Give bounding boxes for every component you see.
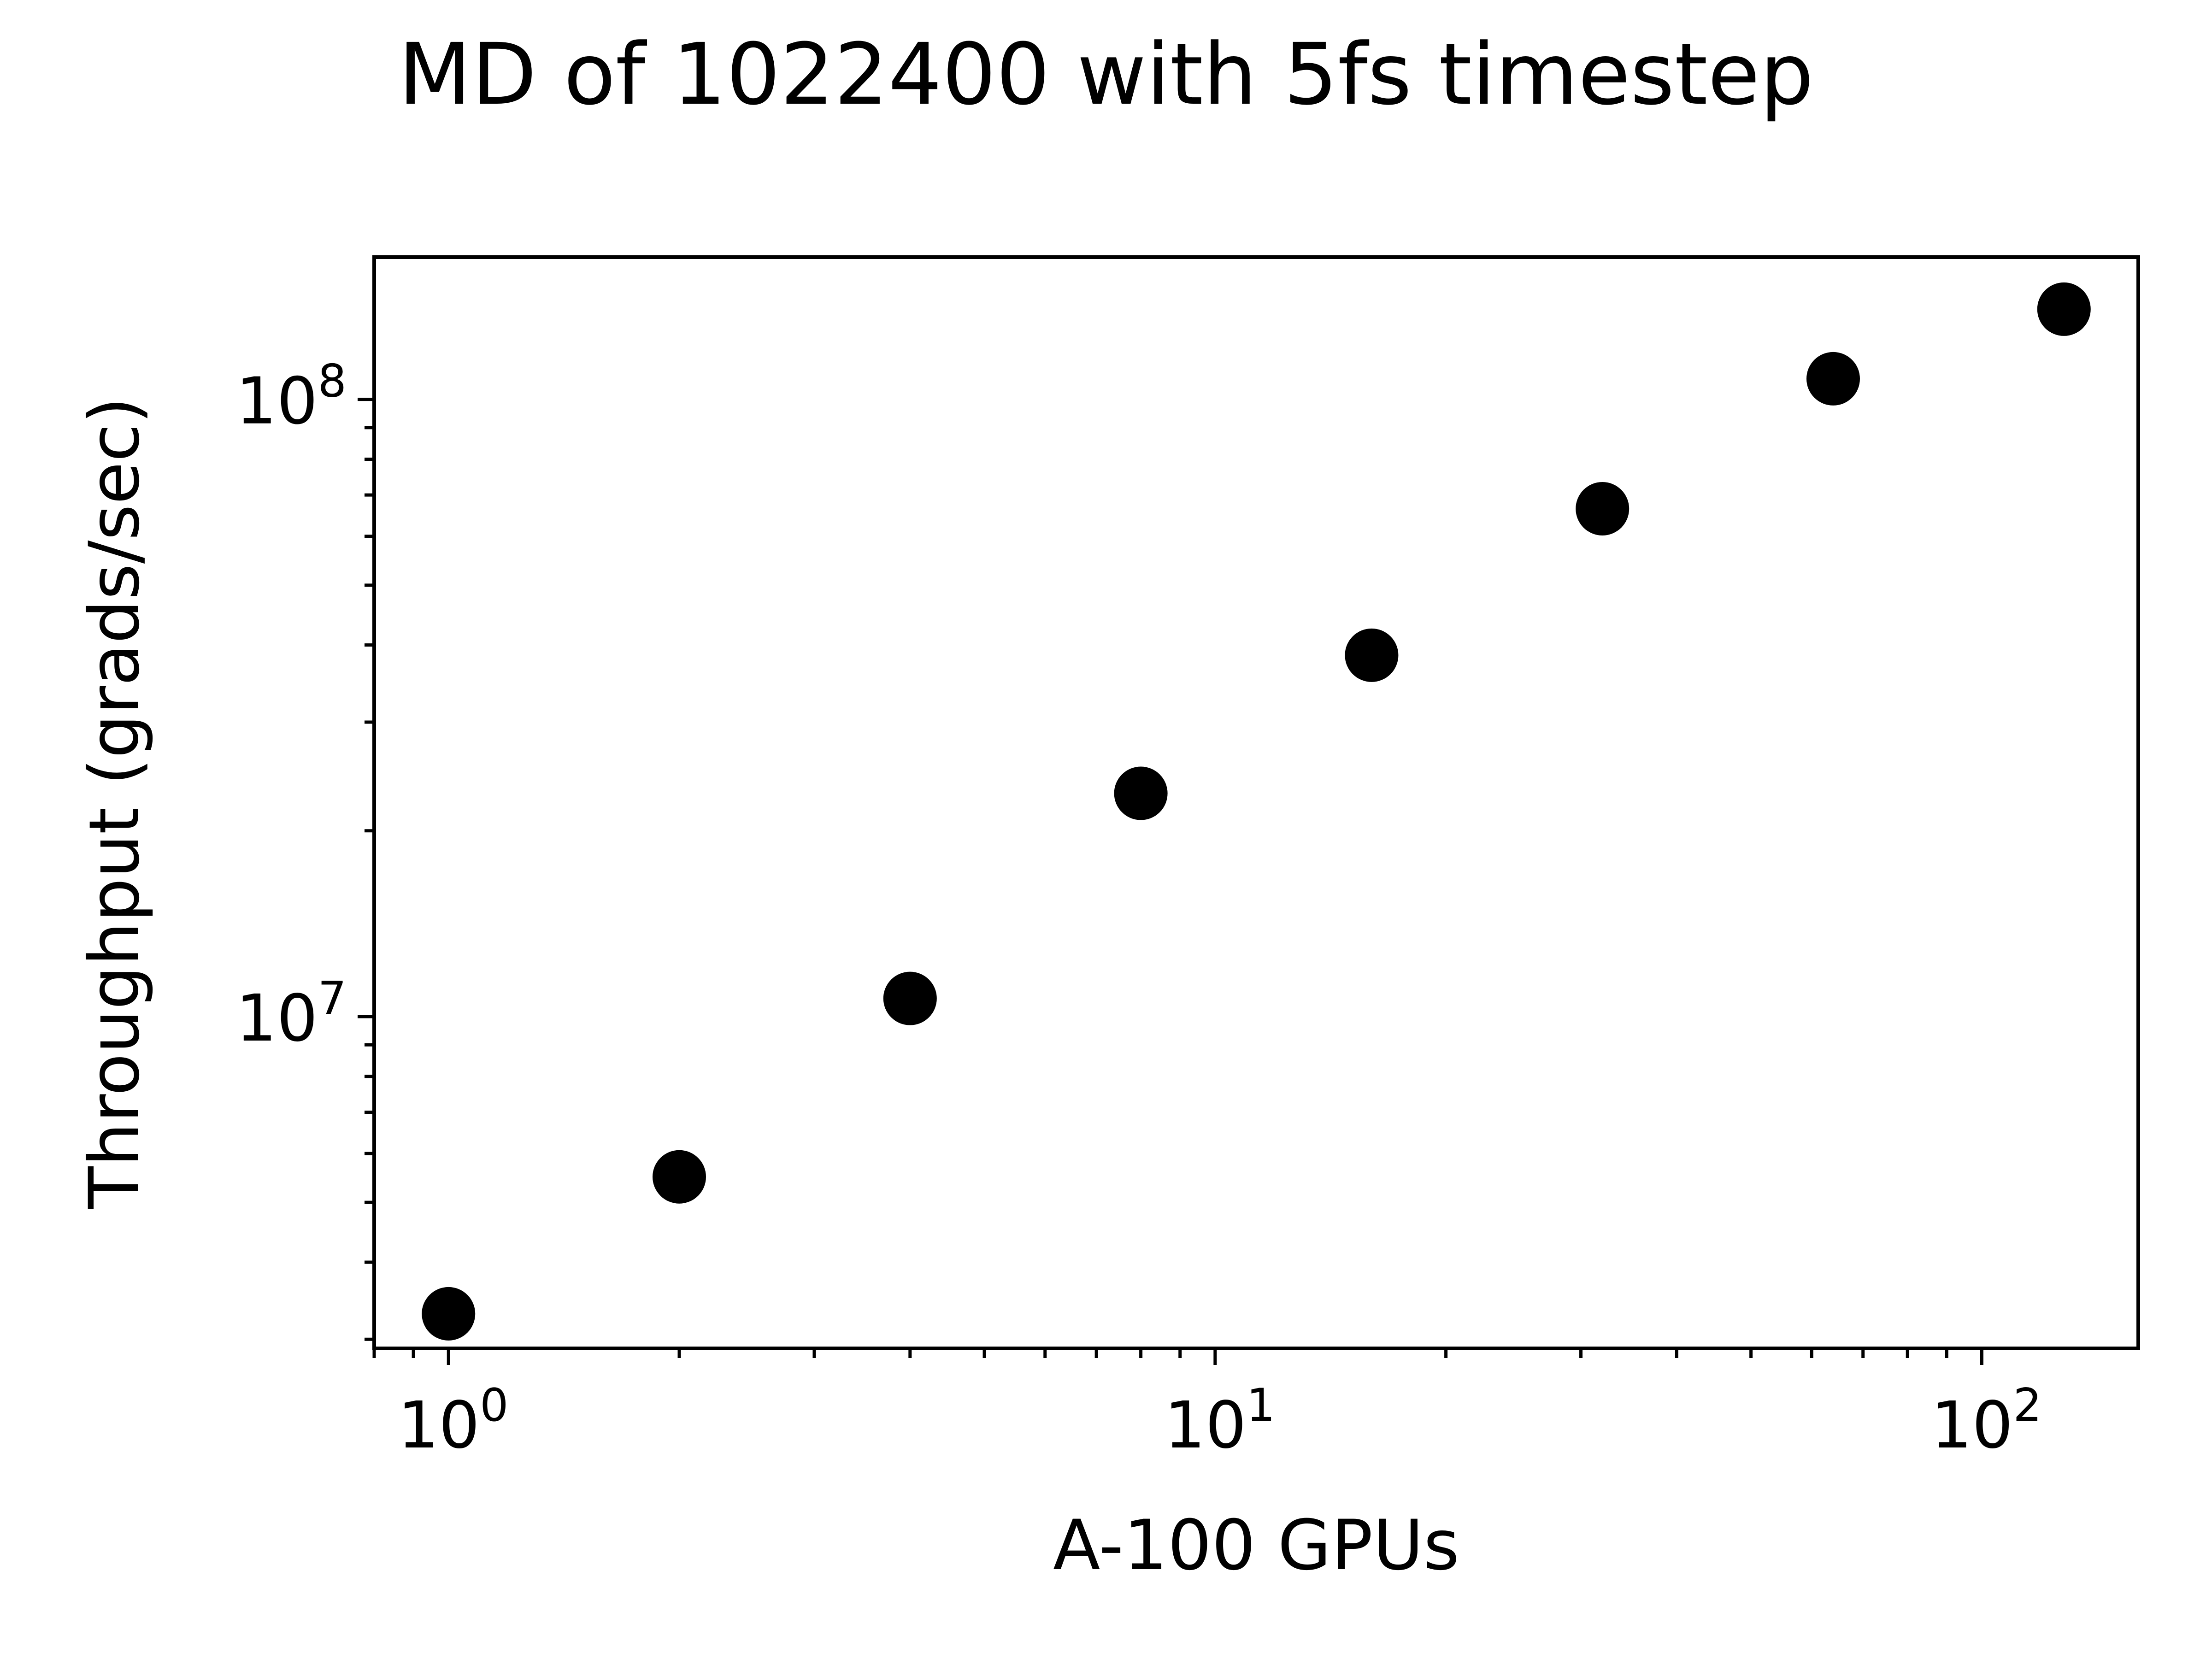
x-tick-label: 102	[1931, 1379, 2042, 1463]
data-point	[1576, 482, 1630, 535]
data-point	[1114, 766, 1168, 820]
y-tick-label: 108	[235, 355, 347, 439]
data-point	[653, 1150, 706, 1204]
data-point	[1345, 628, 1399, 682]
data-point	[422, 1287, 476, 1341]
x-axis-label: A-100 GPUs	[1053, 1506, 1459, 1586]
data-points	[422, 282, 2091, 1341]
axis-ticks: 100 101 102 107 108	[235, 355, 2041, 1463]
y-tick-label: 107	[235, 972, 347, 1056]
y-axis-label: Throughput (grads/sec)	[75, 397, 155, 1209]
x-tick-label: 100	[398, 1379, 509, 1463]
x-tick-label: 101	[1165, 1379, 1276, 1463]
data-point	[883, 971, 937, 1025]
data-point	[2037, 282, 2091, 336]
data-point	[1806, 352, 1860, 406]
chart-title: MD of 1022400 with 5fs timestep	[398, 25, 1814, 124]
plot-frame	[372, 255, 2140, 1350]
